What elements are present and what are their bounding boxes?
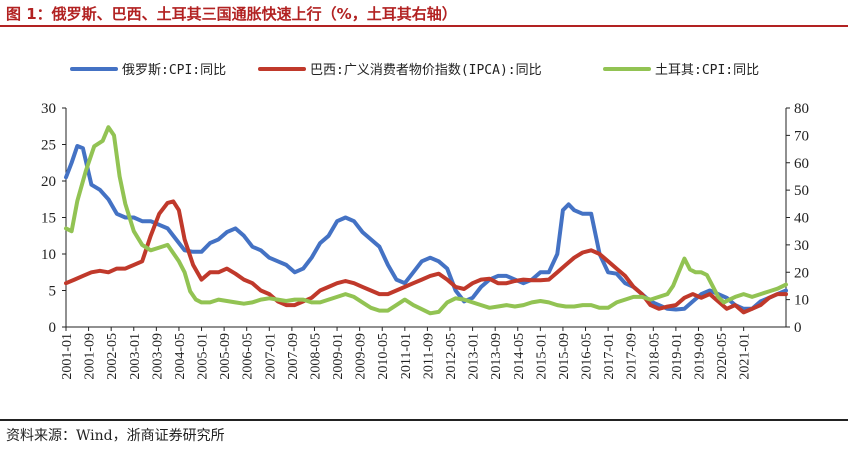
x-tick-label: 2012-05: [444, 333, 459, 380]
x-tick-label: 2008-05: [308, 333, 323, 380]
left-tick-label: 0: [49, 320, 57, 336]
inflation-chart: 俄罗斯:CPI:同比 巴西:广义消费者物价指数(IPCA):同比 土耳其:CPI:同…: [41, 63, 809, 380]
x-tick-label: 2019-01: [670, 333, 685, 380]
left-tick-label: 15: [41, 211, 56, 227]
series-line: [64, 144, 788, 312]
right-tick-label: 40: [794, 211, 809, 227]
x-tick-label: 2007-01: [263, 333, 278, 380]
x-tick-label: 2002-05: [105, 333, 120, 380]
chart-title: 图 1：俄罗斯、巴西、土耳其三国通胀快速上行（%，土耳其右轴）: [6, 5, 457, 23]
right-tick-label: 80: [794, 101, 809, 117]
x-tick-label: 2004-05: [173, 333, 188, 380]
x-tick-label: 2009-09: [354, 333, 369, 380]
x-tick-label: 2014-05: [512, 333, 527, 380]
chart-axes: 0 5 10 15 20 25 30 0 10 20 30 40 50 60 70 80 2001-01 2001…: [41, 101, 809, 380]
legend-label: 巴西:广义消费者物价指数(IPCA):同比: [310, 63, 542, 78]
x-tick-label: 2009-01: [331, 333, 346, 380]
right-tick-label: 0: [794, 320, 802, 336]
legend-label: 俄罗斯:CPI:同比: [122, 63, 226, 78]
x-tick-label: 2021-01: [738, 333, 753, 380]
x-tick-label: 2020-05: [715, 333, 730, 380]
chart-series: [64, 125, 788, 316]
series-line: [64, 125, 788, 316]
source-note: 资料来源：Wind，浙商证券研究所: [6, 428, 225, 444]
series-line: [64, 199, 788, 315]
x-tick-label: 2016-05: [580, 333, 595, 380]
chart-legend: 俄罗斯:CPI:同比 巴西:广义消费者物价指数(IPCA):同比 土耳其:CPI:同…: [70, 63, 759, 78]
title-divider: [0, 25, 848, 27]
x-tick-label: 2006-05: [241, 333, 256, 380]
x-tick-label: 2001-01: [60, 333, 75, 380]
right-tick-label: 30: [794, 238, 809, 254]
right-tick-label: 10: [794, 293, 809, 309]
x-tick-label: 2017-01: [602, 333, 617, 380]
x-tick-label: 2019-09: [692, 333, 707, 380]
right-tick-label: 70: [794, 128, 809, 144]
x-tick-label: 2011-09: [421, 333, 436, 379]
x-tick-label: 2013-01: [467, 333, 482, 380]
x-tick-label: 2015-09: [557, 333, 572, 380]
x-tick-label: 2013-09: [489, 333, 504, 380]
left-tick-label: 25: [41, 138, 56, 154]
x-tick-label: 2010-05: [376, 333, 391, 380]
footer-divider: [0, 419, 848, 421]
x-tick-label: 2007-09: [286, 333, 301, 380]
x-tick-label: 2001-09: [83, 333, 98, 380]
legend-label: 土耳其:CPI:同比: [655, 63, 759, 78]
left-tick-label: 30: [41, 101, 56, 117]
left-tick-label: 10: [41, 247, 56, 263]
x-tick-label: 2005-01: [196, 333, 211, 380]
left-tick-label: 5: [49, 284, 57, 300]
x-tick-label: 2015-01: [534, 333, 549, 380]
x-tick-label: 2005-09: [218, 333, 233, 380]
x-tick-label: 2011-01: [399, 333, 414, 379]
x-tick-label: 2017-09: [625, 333, 640, 380]
left-tick-label: 20: [41, 174, 56, 190]
right-tick-label: 20: [794, 265, 809, 281]
x-tick-label: 2003-09: [150, 333, 165, 380]
right-tick-label: 50: [794, 183, 809, 199]
right-tick-label: 60: [794, 156, 809, 172]
x-tick-label: 2018-05: [647, 333, 662, 380]
x-tick-label: 2003-01: [128, 333, 143, 380]
